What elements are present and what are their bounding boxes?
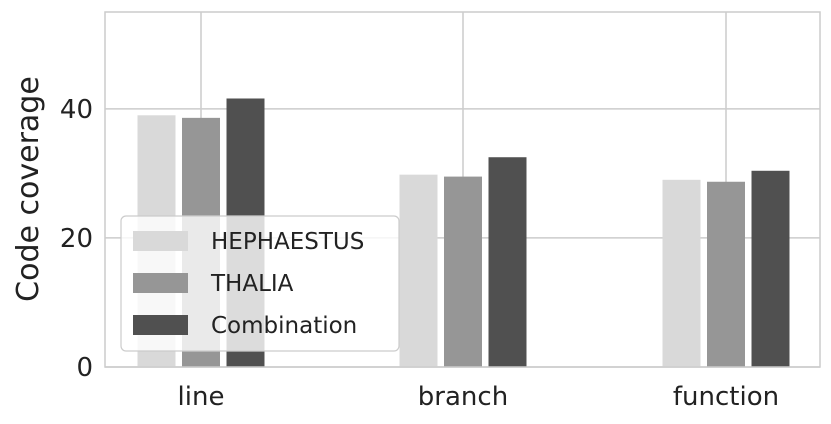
legend-swatch-thalia <box>133 273 188 293</box>
y-tick-label: 0 <box>76 353 93 383</box>
x-tick-label-branch: branch <box>418 382 508 412</box>
x-axis: line branch function <box>178 382 780 412</box>
legend-label-combination: Combination <box>211 313 357 339</box>
bar-hephaestus-function <box>662 179 701 367</box>
y-tick-label: 20 <box>60 224 93 254</box>
y-axis: 0 20 40 <box>60 95 93 383</box>
legend-box <box>120 215 400 352</box>
bar-combination-function <box>751 170 790 367</box>
bar-thalia-branch <box>444 176 482 367</box>
legend-swatch-hephaestus <box>133 231 188 251</box>
legend-label-hephaestus: HEPHAESTUS <box>211 229 364 255</box>
legend: HEPHAESTUS THALIA Combination <box>120 215 400 352</box>
y-tick-label: 40 <box>60 95 93 125</box>
x-tick-label-function: function <box>673 382 779 412</box>
legend-label-thalia: THALIA <box>210 271 294 297</box>
bar-hephaestus-branch <box>399 174 438 367</box>
y-axis-label: Code coverage <box>11 76 46 302</box>
legend-swatch-combination <box>133 315 188 335</box>
bar-combination-branch <box>488 157 527 367</box>
plot-frame <box>104 11 821 368</box>
x-tick-label-line: line <box>178 382 225 412</box>
bar-thalia-function <box>707 181 745 367</box>
